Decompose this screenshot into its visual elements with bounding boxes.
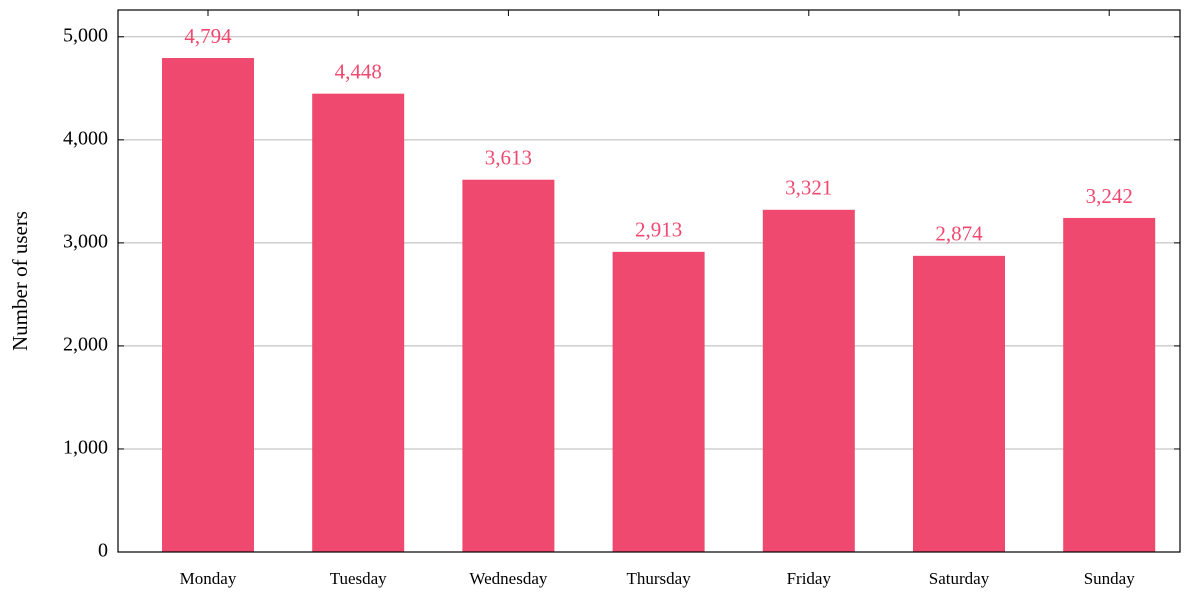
x-tick-label: Thursday	[626, 569, 691, 588]
y-axis-label: Number of users	[8, 211, 32, 351]
value-label: 3,321	[785, 176, 832, 200]
bar	[462, 179, 555, 552]
bar	[312, 93, 405, 553]
value-label: 3,242	[1086, 184, 1133, 208]
y-tick-label: 3,000	[63, 230, 108, 252]
x-tick-label: Monday	[180, 569, 237, 588]
bar	[612, 251, 705, 552]
value-label: 3,613	[485, 146, 532, 170]
x-tick-label: Wednesday	[469, 569, 547, 588]
value-label: 2,913	[635, 218, 682, 242]
bar	[1063, 217, 1156, 552]
y-tick-label: 1,000	[63, 437, 108, 459]
value-label: 4,448	[335, 59, 382, 83]
bar	[913, 255, 1005, 552]
y-tick-label: 0	[98, 540, 108, 562]
value-label: 2,874	[935, 222, 983, 246]
y-tick-label: 5,000	[63, 24, 108, 46]
value-label: 4,794	[184, 24, 232, 48]
bar	[762, 209, 855, 552]
y-tick-label: 4,000	[63, 127, 108, 149]
x-tick-label: Friday	[787, 569, 832, 588]
plot-frame	[117, 9, 1181, 553]
bar	[162, 58, 254, 553]
y-tick-label: 2,000	[63, 334, 108, 356]
x-tick-label: Sunday	[1084, 569, 1136, 588]
x-tick-label: Tuesday	[330, 569, 387, 588]
x-tick-label: Saturday	[929, 569, 990, 588]
